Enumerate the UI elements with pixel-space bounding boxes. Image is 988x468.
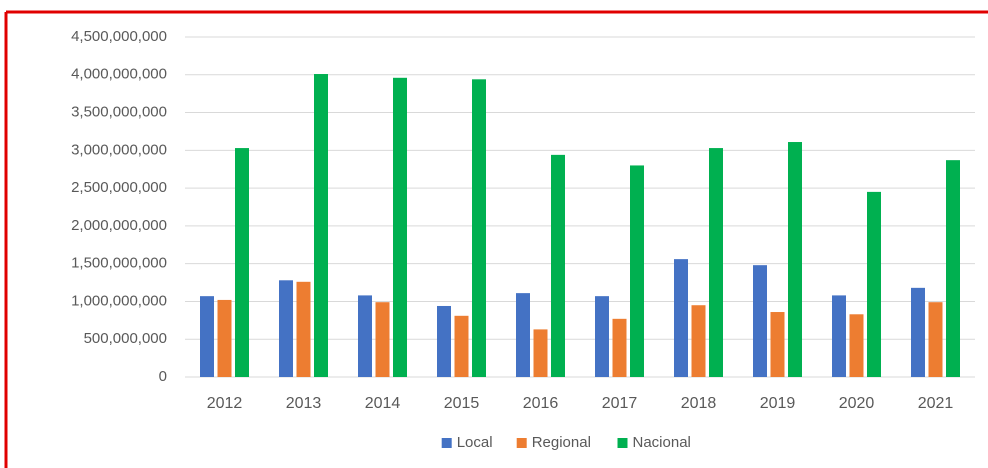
bar <box>946 160 960 377</box>
bar <box>393 77 407 378</box>
x-tick-label: 2017 <box>602 395 638 412</box>
y-tick-label: 1,500,000,000 <box>71 255 167 272</box>
x-tick-label: 2019 <box>760 395 796 412</box>
bar <box>832 295 846 377</box>
legend-swatch <box>617 438 628 448</box>
y-tick-label: 3,500,000,000 <box>71 104 167 121</box>
x-tick-label: 2018 <box>681 395 717 412</box>
y-tick-label: 1,000,000,000 <box>71 292 167 309</box>
bar <box>454 315 469 377</box>
x-tick-label: 2012 <box>207 395 243 412</box>
bar <box>674 259 688 377</box>
bar <box>472 79 486 378</box>
x-tick-label: 2013 <box>286 395 322 412</box>
bar <box>788 142 802 377</box>
bar <box>217 299 232 377</box>
legend-label: Nacional <box>633 434 691 451</box>
legend-swatch <box>441 438 452 448</box>
y-tick-label: 2,000,000,000 <box>71 217 167 234</box>
bar <box>911 287 925 377</box>
bar <box>928 302 943 377</box>
y-tick-label: 500,000,000 <box>84 330 167 347</box>
bar <box>753 265 767 377</box>
y-tick-label: 3,000,000,000 <box>71 141 167 158</box>
bar <box>314 74 328 378</box>
bar <box>630 165 644 377</box>
x-tick-label: 2020 <box>839 395 875 412</box>
bar <box>279 280 293 377</box>
bar <box>849 314 864 377</box>
x-tick-label: 2021 <box>918 395 954 412</box>
bar <box>358 295 372 377</box>
bar <box>296 281 311 377</box>
y-tick-label: 2,500,000,000 <box>71 179 167 196</box>
bar <box>867 191 881 377</box>
bar <box>235 148 249 377</box>
legend-label: Regional <box>532 434 591 451</box>
x-tick-label: 2015 <box>444 395 480 412</box>
bar <box>709 148 723 377</box>
bar <box>533 329 548 377</box>
x-tick-label: 2014 <box>365 395 401 412</box>
x-tick-label: 2016 <box>523 395 559 412</box>
bar <box>375 302 390 377</box>
legend-label: Local <box>457 434 493 451</box>
bar <box>551 154 565 377</box>
y-tick-label: 4,500,000,000 <box>71 28 167 45</box>
bar <box>691 305 706 377</box>
bar <box>200 296 214 377</box>
y-tick-label: 4,000,000,000 <box>71 66 167 83</box>
bar <box>612 318 627 377</box>
legend-swatch <box>516 438 527 448</box>
y-tick-label: 0 <box>159 368 167 385</box>
bar <box>770 312 785 377</box>
bar <box>516 293 530 377</box>
bar <box>595 296 609 377</box>
bar <box>437 305 451 377</box>
